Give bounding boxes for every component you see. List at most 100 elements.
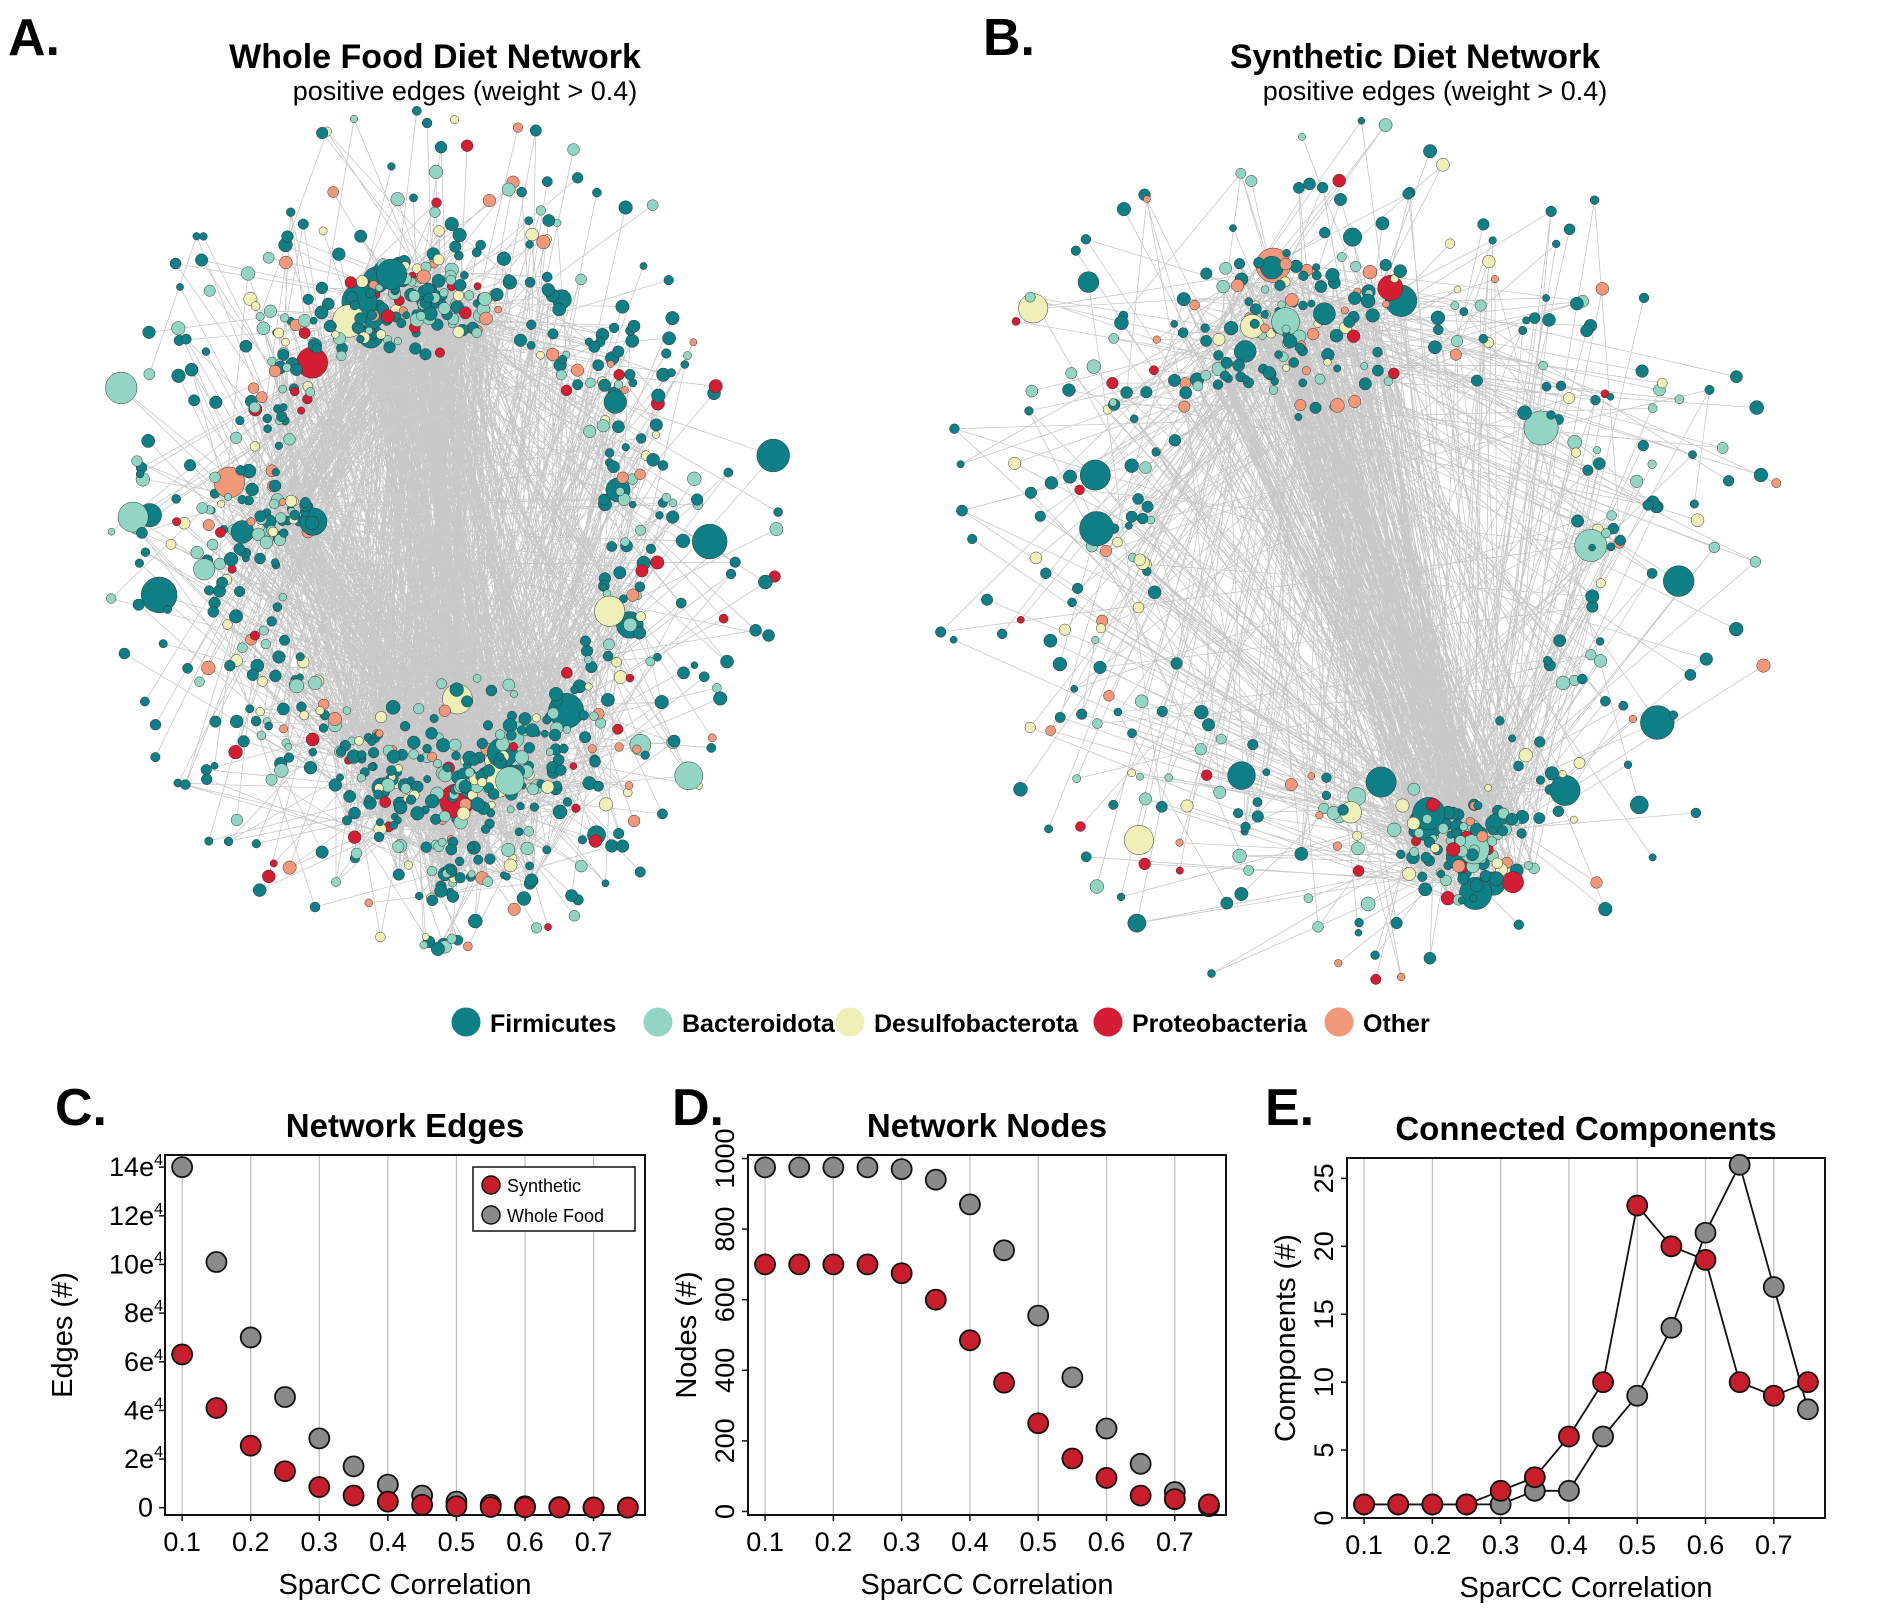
- network-node: [1449, 348, 1462, 361]
- network-node: [1555, 675, 1571, 691]
- network-node: [266, 616, 277, 627]
- network-node: [1284, 293, 1299, 307]
- network-node: [255, 707, 265, 717]
- network-node: [1491, 857, 1503, 869]
- network-node: [769, 522, 784, 536]
- network-node: [758, 574, 773, 590]
- network-node: [471, 327, 483, 339]
- network-node: [1524, 861, 1533, 870]
- data-point-synthetic: [1728, 1371, 1751, 1394]
- network-node: [309, 901, 321, 913]
- network-node: [131, 455, 143, 467]
- network-node: [425, 794, 440, 809]
- network-node: [1312, 263, 1321, 272]
- network-node: [555, 764, 567, 776]
- network-node: [503, 858, 518, 873]
- network-node: [1352, 830, 1362, 841]
- network-node: [1552, 805, 1565, 817]
- network-node: [392, 840, 405, 853]
- network-node: [467, 843, 476, 851]
- chart-legend-box: [472, 1166, 636, 1232]
- network-node: [723, 467, 734, 478]
- network-node: [1402, 867, 1416, 881]
- network-node: [1170, 657, 1183, 670]
- network-node: [1407, 782, 1421, 796]
- network-node: [375, 818, 384, 827]
- network-node: [355, 275, 369, 288]
- network-node: [620, 537, 630, 547]
- data-point-synthetic: [1198, 1493, 1220, 1516]
- network-node: [1474, 299, 1487, 312]
- network-node: [683, 351, 692, 360]
- network-node: [580, 635, 591, 647]
- network-node: [1223, 320, 1239, 336]
- network-node: [1343, 315, 1356, 328]
- network-node: [1243, 865, 1254, 876]
- network-node: [624, 368, 636, 381]
- network-node: [1505, 812, 1519, 826]
- network-node: [1522, 316, 1531, 325]
- network-node: [617, 493, 631, 506]
- network-node: [1298, 300, 1308, 311]
- network-node: [589, 756, 601, 768]
- network-node: [375, 711, 388, 724]
- network-node: [318, 226, 328, 236]
- network-node: [1648, 853, 1657, 862]
- network-node: [452, 227, 467, 243]
- network-node: [364, 794, 373, 803]
- network-node: [222, 619, 233, 630]
- network-node: [585, 377, 596, 388]
- network-node: [303, 761, 318, 775]
- network-node: [1418, 882, 1433, 897]
- network-node: [347, 830, 362, 844]
- network-node: [1370, 973, 1382, 985]
- y-tick-label: 12e4: [109, 1201, 163, 1231]
- network-node: [1321, 790, 1332, 801]
- network-node: [552, 804, 568, 820]
- panel-a: A. Whole Food Diet Network positive edge…: [8, 9, 790, 956]
- network-node: [619, 594, 628, 604]
- network-node: [439, 288, 449, 298]
- network-node: [1334, 959, 1343, 968]
- network-node: [276, 411, 288, 422]
- network-node: [1497, 807, 1510, 820]
- network-node: [290, 363, 303, 376]
- network-node: [729, 556, 741, 568]
- network-node: [268, 364, 282, 378]
- network-node: [1261, 285, 1270, 294]
- network-node: [666, 510, 680, 524]
- data-point-whole-food: [924, 1168, 947, 1191]
- network-node: [393, 800, 408, 815]
- network-node: [1252, 797, 1263, 807]
- network-node: [690, 661, 699, 669]
- network-node: [1640, 705, 1675, 740]
- network-node: [1329, 328, 1344, 343]
- network-node: [209, 715, 222, 728]
- network-node: [444, 216, 459, 232]
- data-point-whole-food: [171, 1156, 194, 1179]
- network-node: [524, 873, 539, 887]
- network-node: [1136, 772, 1144, 781]
- network-node: [429, 714, 439, 723]
- network-node: [1469, 894, 1478, 903]
- network-node: [354, 312, 367, 325]
- network-node: [357, 750, 367, 760]
- y-tick-label: 2e4: [124, 1444, 163, 1474]
- network-node: [1332, 841, 1342, 851]
- network-node: [608, 322, 620, 334]
- network-node: [655, 511, 664, 520]
- network-node: [255, 391, 268, 404]
- network-node: [592, 780, 604, 792]
- network-node: [171, 494, 181, 504]
- network-node: [1753, 467, 1769, 483]
- network-node: [283, 752, 295, 763]
- network-node: [604, 448, 615, 458]
- network-node: [420, 841, 432, 853]
- network-node: [458, 780, 472, 794]
- x-tick-label: 0.1: [1345, 1530, 1383, 1560]
- data-point-whole-food: [993, 1239, 1015, 1262]
- network-node: [1414, 828, 1424, 839]
- network-node: [1593, 446, 1602, 455]
- network-node: [1077, 271, 1100, 293]
- network-node: [572, 379, 584, 391]
